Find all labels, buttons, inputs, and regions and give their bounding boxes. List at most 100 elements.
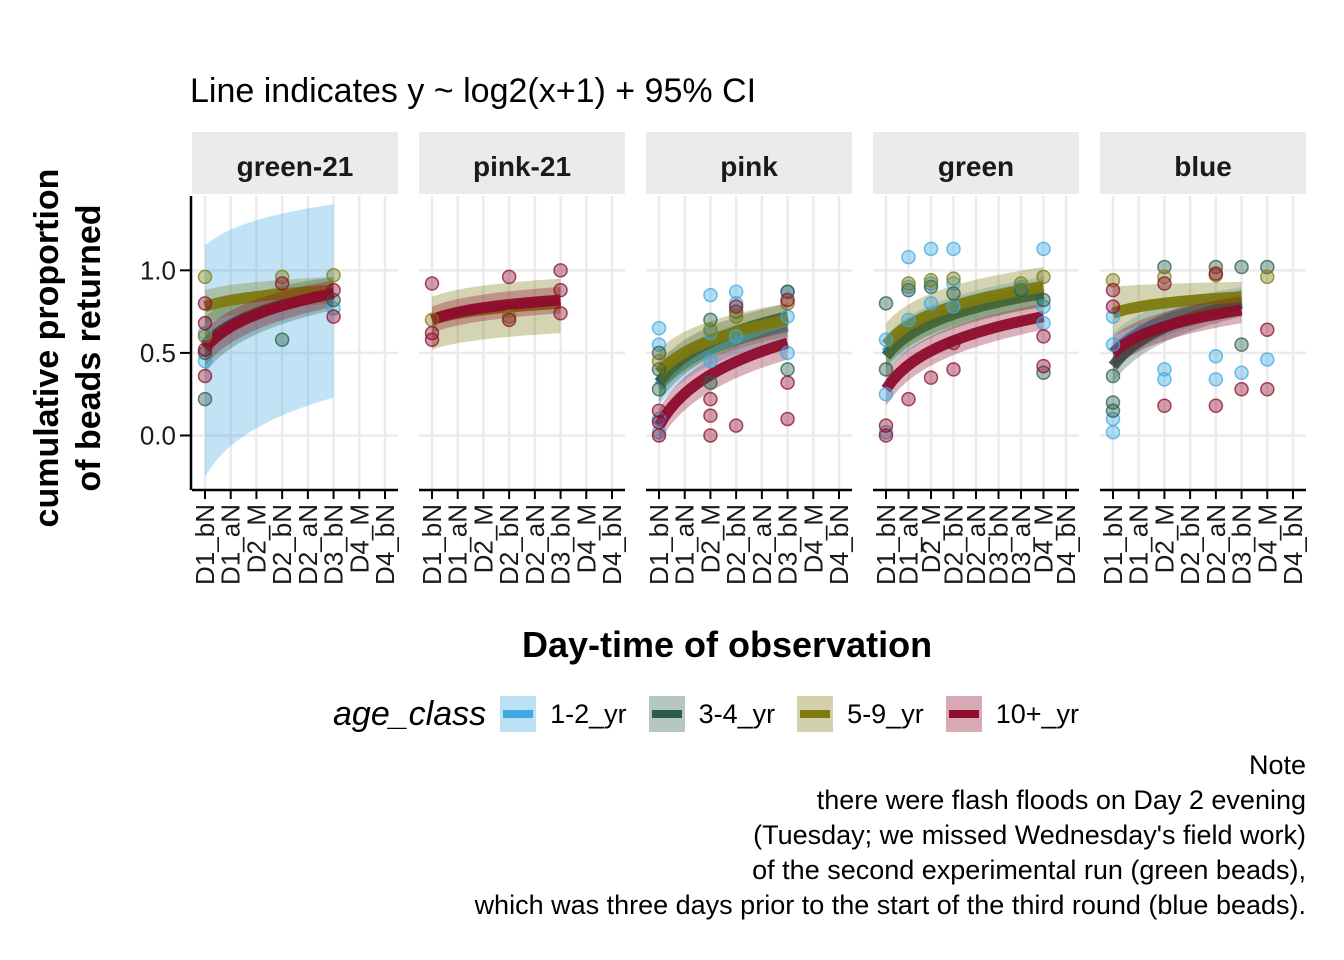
data-point [878, 296, 894, 311]
facet-label: pink [720, 151, 778, 182]
data-point [424, 332, 440, 347]
x-axis-title: Day-time of observation [522, 624, 933, 665]
data-point [1036, 329, 1051, 344]
x-tick-label: D2_M [1149, 504, 1179, 573]
facet-label: blue [1174, 151, 1232, 182]
x-tick-label: D2_aN [961, 504, 991, 585]
data-point [878, 386, 894, 402]
data-point [878, 418, 894, 433]
data-point [1208, 266, 1224, 281]
x-tick-label: D1_bN [1098, 504, 1128, 585]
x-tick-label: D4_M [571, 504, 601, 573]
y-tick-label: 0.5 [140, 338, 176, 368]
data-point [728, 329, 744, 344]
legend-item-5-9-yr: 5-9_yr [797, 696, 924, 732]
data-point [780, 296, 795, 311]
x-tick-label: D2_aN [293, 504, 323, 585]
data-point [326, 292, 341, 308]
facet-strip [419, 132, 625, 194]
data-point [1013, 279, 1029, 295]
data-point [1105, 403, 1121, 418]
ci-band-1-2_yr [205, 204, 334, 477]
panel-blue: blue D1_bND1_aND2_MD2_bND2_aND3_bND4_MD4_… [1098, 132, 1308, 585]
data-point [651, 428, 667, 443]
data-point [197, 269, 213, 285]
data-point [651, 381, 667, 397]
fit-line-3-4_yr [881, 288, 1045, 360]
data-point [553, 306, 568, 321]
data-point [728, 309, 744, 324]
fit-line-5-9_yr [1111, 291, 1242, 319]
y-axis-title: cumulative proportion [28, 169, 66, 528]
x-tick-label: D4_M [1029, 504, 1059, 573]
facet-strip [1100, 132, 1306, 194]
data-point [1036, 292, 1051, 308]
legend-item-3-4-yr: 3-4_yr [648, 696, 776, 732]
data-point [780, 292, 795, 308]
data-point [703, 375, 718, 390]
data-point [878, 362, 894, 377]
data-point [1234, 381, 1249, 397]
data-point [1105, 337, 1121, 352]
panel-green: greenD1_bND1_aND2_MD2_bND2_aND3_bND3_aND… [871, 132, 1081, 585]
data-point [878, 332, 894, 347]
note-line: which was three days prior to the start … [474, 890, 1306, 920]
legend-label: 3-4_yr [698, 698, 776, 729]
x-tick-label: D4_M [798, 504, 828, 573]
x-tick-label: D1_bN [644, 504, 674, 585]
data-point [703, 322, 718, 338]
data-point [1157, 372, 1172, 387]
data-point [923, 296, 939, 311]
data-point [923, 272, 939, 288]
data-point [197, 325, 213, 341]
x-tick-label: D4_M [344, 504, 374, 573]
x-tick-label: D4_bN [1278, 504, 1308, 585]
data-point [780, 345, 795, 361]
data-point [728, 304, 744, 319]
data-point [901, 249, 916, 265]
data-point [1105, 368, 1121, 384]
data-point [703, 287, 718, 303]
data-point [1157, 398, 1172, 414]
fit-line-10+_yr [881, 311, 1045, 393]
data-point [946, 335, 961, 351]
caption-note: Note there were flash floods on Day 2 ev… [475, 748, 1306, 923]
data-point [197, 345, 213, 361]
legend-item-1-2-yr: 1-2_yr [500, 696, 627, 732]
data-point [424, 276, 440, 291]
data-point [703, 391, 718, 407]
data-point [1260, 352, 1275, 367]
x-tick-label: D2_aN [1201, 504, 1231, 585]
data-point [946, 362, 961, 377]
x-tick-label: D3_aN [1006, 504, 1036, 585]
data-point [197, 315, 213, 331]
data-point [1157, 362, 1172, 377]
x-tick-label: D3_bN [773, 504, 803, 585]
fit-line-10+_yr [200, 288, 335, 352]
x-tick-label: D2_aN [747, 504, 777, 585]
x-tick-label: D3_bN [984, 504, 1014, 585]
data-point [651, 353, 667, 369]
data-point [326, 282, 341, 298]
data-point [424, 312, 440, 328]
x-tick-label: D1_bN [871, 504, 901, 585]
facet-label: green [938, 151, 1014, 182]
data-point [501, 269, 517, 285]
data-point [703, 312, 718, 328]
data-point [651, 320, 667, 336]
data-point [923, 370, 939, 385]
data-point [728, 299, 744, 314]
x-tick-label: D2_bN [721, 504, 751, 585]
data-point [651, 424, 667, 440]
data-point [923, 241, 939, 257]
data-point [703, 353, 718, 369]
data-point [946, 271, 961, 286]
panel-pink-21: pink-21 D1_bND1_aND2_MD2_bND2_aND3_bND4_M… [417, 132, 627, 585]
x-tick-label: D1_aN [670, 504, 700, 585]
data-point [197, 329, 213, 344]
x-tick-label: D2_M [468, 504, 498, 573]
x-tick-label: D2_bN [1175, 504, 1205, 585]
data-point [703, 408, 718, 423]
data-point [703, 428, 718, 443]
